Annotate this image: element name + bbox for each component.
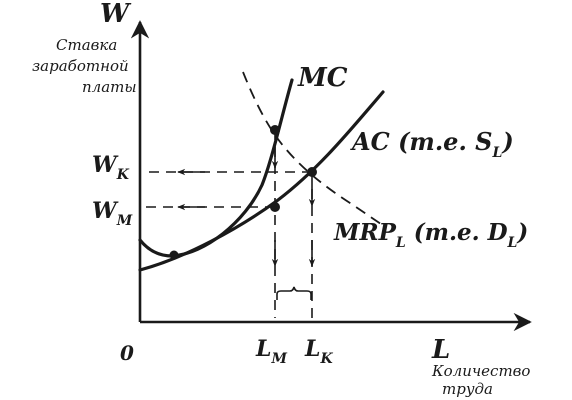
ac-mrp-intersection-point [307,167,317,177]
x-axis-caption-line-2: труда [442,380,493,398]
mrp-curve-label: MRPL (т.е. DL) [333,219,528,251]
y-axis-symbol: W [100,0,132,29]
wm-point [270,202,280,212]
y-axis-caption-line-2: заработной [32,57,129,75]
y-axis-caption-line-1: Ставка [56,36,117,54]
y-axis-caption-line-3: платы [82,78,137,96]
wm-label: WM [92,198,133,229]
mc-curve-label: MC [297,63,348,93]
ac-curve-label: AC (т.е. SL) [350,127,514,161]
mc-curve [138,78,294,258]
x-axis-caption-line-1: Количество [431,362,530,380]
lm-label: LM [255,336,287,367]
x-axis-symbol: L [431,335,450,365]
mrp-curve [242,71,385,227]
origin-label: 0 [120,341,134,365]
lk-label: LK [304,336,333,367]
mc-min-point [169,250,179,260]
mc-mrp-intersection-point [270,125,280,135]
wk-label: WK [92,152,130,183]
quantity-gap-brace [276,286,312,300]
